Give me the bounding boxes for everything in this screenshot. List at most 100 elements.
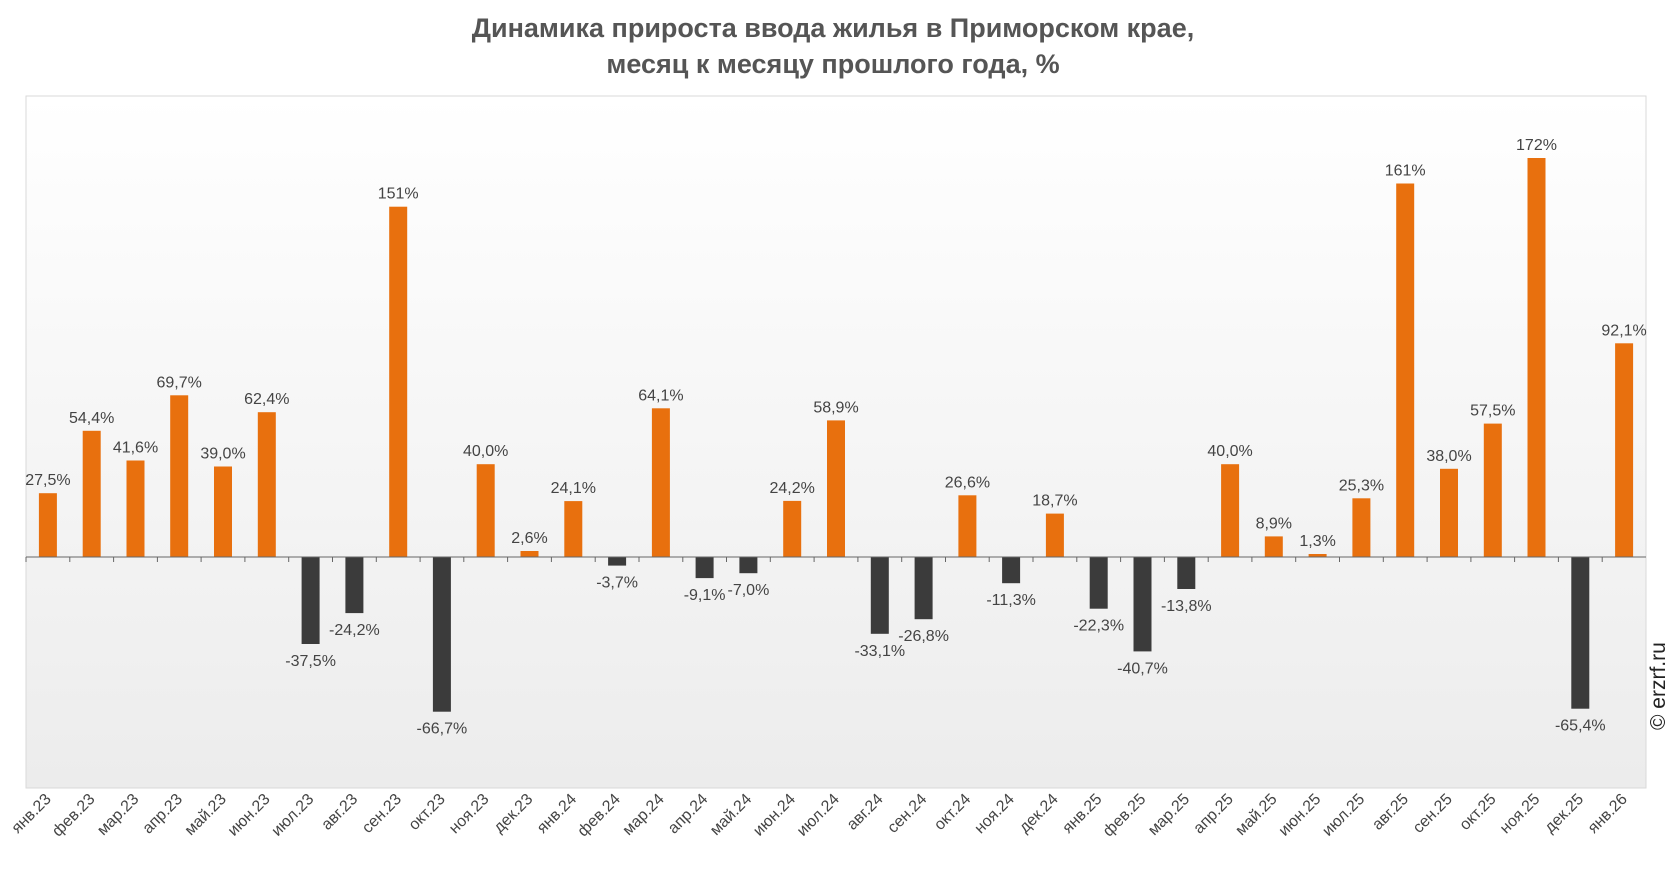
copyright-watermark: © erzrf.ru [1647, 642, 1666, 730]
bar-июн.25 [1308, 554, 1327, 557]
x-tick-label: фев.24 [575, 791, 624, 840]
bar-апр.23 [170, 395, 189, 557]
x-tick-label: июл.23 [269, 791, 318, 840]
x-tick-label: авг.25 [1369, 791, 1412, 834]
bar-янв.25 [1089, 557, 1108, 609]
bar-ноя.23 [476, 464, 495, 557]
bar-дек.24 [1045, 513, 1064, 557]
value-label: 57,5% [1470, 403, 1515, 420]
value-label: -66,7% [417, 721, 468, 738]
value-label: 161% [1385, 163, 1426, 180]
value-label: -33,1% [854, 643, 905, 660]
value-label: 2,6% [511, 530, 547, 547]
chart-title-line-2: месяц к месяцу прошлого года, % [606, 49, 1060, 79]
bar-янв.26 [1615, 343, 1634, 557]
value-label: 26,6% [945, 474, 990, 491]
bar-мар.24 [651, 408, 670, 557]
x-tick-label: янв.24 [534, 791, 580, 837]
bar-апр.25 [1221, 464, 1240, 557]
value-label: 151% [378, 186, 419, 203]
x-tick-label: мар.25 [1145, 791, 1193, 839]
value-label: -9,1% [684, 587, 726, 604]
x-tick-label: сен.24 [884, 791, 930, 837]
x-tick-label: окт.25 [1457, 791, 1500, 834]
bars-group [38, 158, 1634, 712]
value-label: 92,1% [1601, 322, 1646, 339]
bar-янв.23 [38, 493, 57, 557]
x-tick-label: апр.24 [665, 791, 712, 838]
bar-мар.23 [126, 460, 145, 557]
value-label: -40,7% [1117, 660, 1168, 677]
bar-фев.24 [608, 557, 627, 566]
bar-окт.25 [1483, 423, 1502, 557]
bar-фев.23 [82, 430, 101, 557]
value-label: -13,8% [1161, 598, 1212, 615]
x-tick-label: июл.25 [1319, 791, 1368, 840]
x-tick-label: июн.24 [750, 791, 799, 840]
bar-май.23 [214, 466, 232, 557]
bar-июл.25 [1352, 498, 1371, 557]
value-label: 62,4% [244, 391, 289, 408]
bar-авг.23 [345, 557, 364, 614]
value-label: -65,4% [1555, 718, 1606, 735]
value-label: 69,7% [157, 374, 202, 391]
value-label: 8,9% [1256, 515, 1292, 532]
value-label: -22,3% [1073, 618, 1124, 635]
bar-июл.24 [827, 420, 845, 557]
value-label: 172% [1516, 137, 1557, 154]
x-tick-label: янв.23 [9, 791, 55, 837]
bar-май.25 [1264, 536, 1283, 557]
bar-авг.25 [1396, 183, 1415, 557]
bar-июн.24 [783, 500, 802, 557]
bar-сен.25 [1440, 468, 1458, 557]
bar-июл.23 [301, 557, 320, 644]
bar-сен.23 [389, 206, 408, 557]
bar-янв.24 [564, 501, 583, 557]
x-tick-label: апр.25 [1190, 791, 1237, 838]
x-tick-label: янв.26 [1585, 791, 1631, 837]
x-tick-label: дек.25 [1542, 791, 1588, 837]
bar-июн.23 [257, 412, 276, 557]
x-tick-label: авг.24 [844, 791, 887, 834]
x-tick-label: ноя.23 [446, 791, 492, 837]
value-label: -26,8% [898, 628, 949, 645]
bar-дек.23 [520, 551, 539, 557]
x-tick-label: фев.25 [1100, 791, 1149, 840]
value-label: 54,4% [69, 410, 114, 427]
x-tick-label: авг.23 [318, 791, 361, 834]
value-label: 27,5% [25, 472, 70, 489]
bar-фев.25 [1133, 557, 1152, 652]
value-labels-group: 27,5% 54,4% 41,6% 69,7% 39,0% 62,4% -37,5% -24,… [25, 137, 1647, 738]
x-ticks-group [25, 557, 1603, 562]
chart-title: Динамика прироста ввода жилья в Приморск… [0, 10, 1666, 82]
value-label: 40,0% [463, 443, 508, 460]
x-tick-label: апр.23 [140, 791, 187, 838]
x-tick-label: ноя.25 [1497, 791, 1543, 837]
x-tick-label: май.24 [707, 791, 755, 839]
x-tick-label: сен.25 [1410, 791, 1456, 837]
value-label: -37,5% [285, 653, 336, 670]
bar-ноя.24 [1002, 557, 1021, 584]
x-tick-label: май.23 [182, 791, 230, 839]
chart-title-line-1: Динамика прироста ввода жилья в Приморск… [471, 13, 1195, 43]
bar-окт.23 [432, 557, 451, 712]
value-label: -24,2% [329, 622, 380, 639]
value-label: 18,7% [1032, 493, 1077, 510]
value-label: 39,0% [200, 446, 245, 463]
value-label: -11,3% [986, 592, 1036, 609]
bar-мар.25 [1177, 557, 1196, 589]
bar-сен.24 [914, 557, 933, 620]
x-tick-label: июн.23 [225, 791, 274, 840]
x-tick-label: июл.24 [794, 791, 843, 840]
bar-май.24 [739, 557, 758, 574]
value-label: 24,2% [770, 480, 815, 497]
value-label: -7,0% [728, 582, 770, 599]
x-tick-labels-group: янв.23фев.23мар.23апр.23май.23июн.23июл.… [9, 791, 1631, 840]
value-label: -3,7% [596, 575, 638, 592]
bar-дек.25 [1571, 557, 1590, 709]
value-label: 40,0% [1207, 443, 1252, 460]
x-tick-label: окт.23 [406, 791, 449, 834]
bar-ноя.25 [1527, 158, 1546, 557]
x-tick-label: дек.24 [1016, 791, 1062, 837]
